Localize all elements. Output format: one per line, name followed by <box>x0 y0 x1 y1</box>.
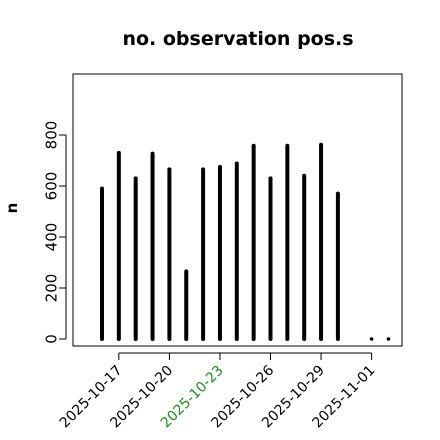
zero-point <box>369 337 374 341</box>
y-tick-label: 800 <box>43 121 61 150</box>
y-axis-label: n <box>3 203 21 214</box>
y-tick-label: 0 <box>43 334 61 344</box>
plot-frame <box>72 73 403 347</box>
y-tick-label: 600 <box>43 172 61 201</box>
x-axis: 2025-10-172025-10-202025-10-232025-10-26… <box>57 352 378 431</box>
bars <box>100 142 391 341</box>
chart-title: no. observation pos.s <box>122 28 353 50</box>
zero-point <box>386 337 391 341</box>
y-tick-label: 200 <box>43 274 61 303</box>
y-tick-label: 400 <box>43 223 61 252</box>
y-axis: 0 200 400 600 800 <box>43 121 67 344</box>
